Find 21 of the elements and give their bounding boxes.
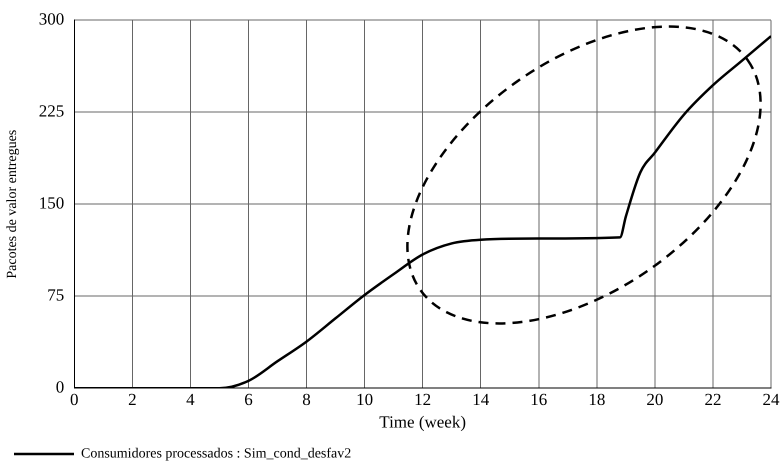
- y-tick-label: 75: [47, 286, 64, 305]
- y-tick-label: 225: [38, 102, 64, 121]
- x-tick-label: 2: [128, 390, 137, 409]
- x-tick-label: 12: [414, 390, 432, 409]
- x-tick-label: 20: [646, 390, 664, 409]
- x-tick-label: 16: [530, 390, 548, 409]
- x-tick-label: 6: [244, 390, 253, 409]
- x-tick-label: 8: [302, 390, 311, 409]
- x-tick-label: 14: [472, 390, 490, 409]
- y-axis-title: Pacotes de valor entregues: [5, 130, 20, 279]
- y-tick-label: 150: [38, 194, 64, 213]
- y-tick-label: 300: [38, 10, 64, 29]
- x-tick-label: 18: [588, 390, 606, 409]
- x-axis-title: Time (week): [379, 412, 466, 432]
- x-tick-label: 10: [356, 390, 374, 409]
- x-tick-label: 24: [762, 390, 780, 409]
- x-tick-label: 22: [704, 390, 722, 409]
- x-tick-label: 0: [70, 390, 79, 409]
- legend-label: Consumidores processados : Sim_cond_desfav2: [81, 446, 352, 462]
- y-tick-label: 0: [56, 378, 64, 397]
- x-tick-label: 4: [186, 390, 196, 409]
